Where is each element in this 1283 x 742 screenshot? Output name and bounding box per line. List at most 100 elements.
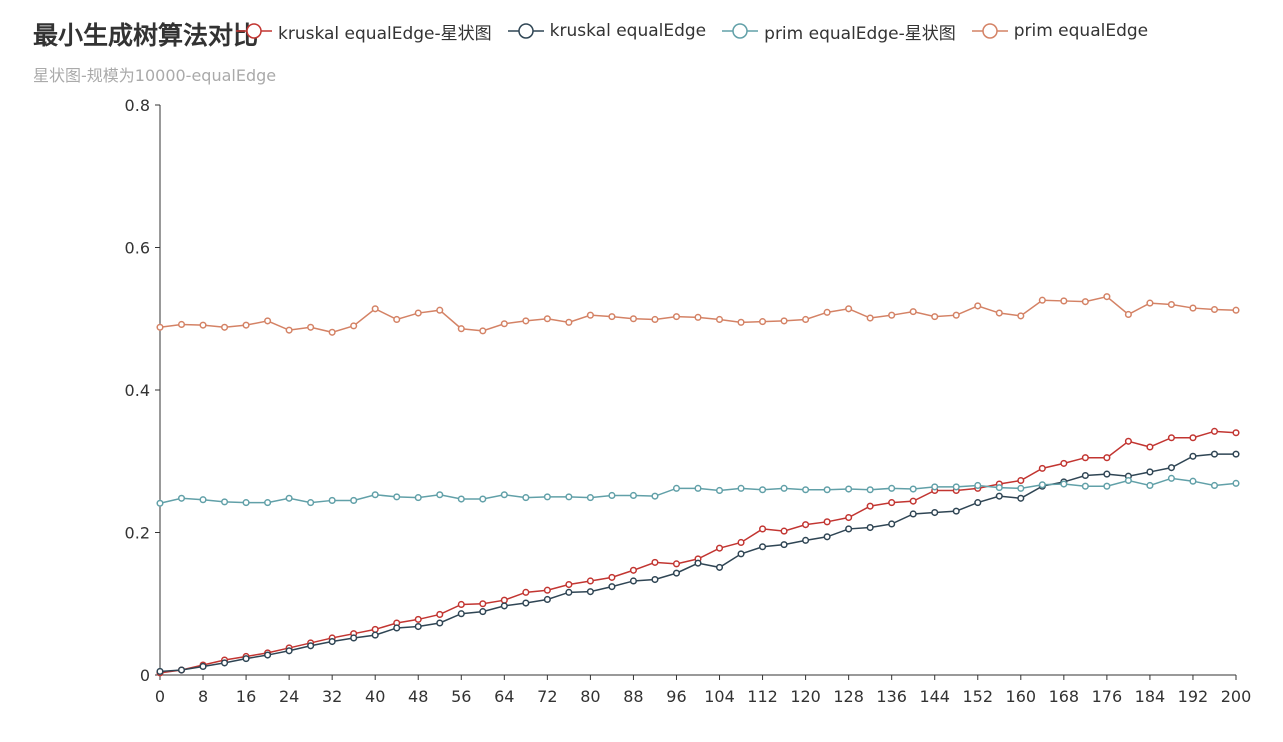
data-point-series-2[interactable] bbox=[802, 486, 810, 494]
data-point-series-0[interactable] bbox=[1124, 437, 1132, 445]
data-point-series-1[interactable] bbox=[199, 662, 207, 671]
data-point-series-2[interactable] bbox=[543, 493, 551, 501]
data-point-series-2[interactable] bbox=[565, 493, 573, 501]
data-point-series-2[interactable] bbox=[1081, 482, 1089, 490]
data-point-series-1[interactable] bbox=[522, 599, 530, 607]
data-point-series-3[interactable] bbox=[737, 318, 745, 326]
data-point-series-2[interactable] bbox=[371, 491, 379, 499]
data-point-series-0[interactable] bbox=[479, 600, 487, 608]
data-point-series-3[interactable] bbox=[457, 325, 465, 333]
data-point-series-2[interactable] bbox=[1060, 480, 1068, 488]
data-point-series-2[interactable] bbox=[780, 484, 788, 492]
data-point-series-1[interactable] bbox=[694, 559, 702, 567]
data-point-series-0[interactable] bbox=[608, 573, 616, 581]
data-point-series-0[interactable] bbox=[1081, 454, 1089, 462]
data-point-series-2[interactable] bbox=[199, 496, 207, 504]
data-point-series-3[interactable] bbox=[952, 311, 960, 319]
data-point-series-0[interactable] bbox=[522, 588, 530, 596]
data-point-series-2[interactable] bbox=[995, 484, 1003, 492]
data-point-series-3[interactable] bbox=[414, 309, 422, 317]
legend-item-prim[interactable]: prim equalEdge bbox=[971, 21, 1148, 41]
data-point-series-1[interactable] bbox=[995, 492, 1003, 500]
data-point-series-3[interactable] bbox=[242, 321, 250, 329]
data-point-series-3[interactable] bbox=[672, 313, 681, 321]
data-point-series-1[interactable] bbox=[974, 499, 982, 507]
data-point-series-3[interactable] bbox=[974, 302, 982, 310]
data-point-series-2[interactable] bbox=[759, 486, 767, 494]
data-point-series-1[interactable] bbox=[866, 523, 874, 532]
data-point-series-1[interactable] bbox=[285, 647, 293, 655]
data-point-series-1[interactable] bbox=[479, 608, 487, 616]
data-point-series-1[interactable] bbox=[371, 631, 379, 639]
data-point-series-3[interactable] bbox=[866, 314, 874, 322]
data-point-series-3[interactable] bbox=[1232, 306, 1240, 314]
data-point-series-2[interactable] bbox=[694, 484, 702, 492]
data-point-series-2[interactable] bbox=[264, 499, 272, 507]
legend-item-kruskal-star[interactable]: kruskal equalEdge-星状图 bbox=[236, 19, 492, 44]
data-point-series-1[interactable] bbox=[1103, 470, 1111, 478]
data-point-series-3[interactable] bbox=[1146, 299, 1154, 307]
data-point-series-1[interactable] bbox=[350, 634, 358, 642]
data-point-series-2[interactable] bbox=[672, 484, 681, 492]
data-point-series-1[interactable] bbox=[500, 602, 508, 610]
data-point-series-1[interactable] bbox=[651, 575, 659, 584]
data-point-series-0[interactable] bbox=[802, 521, 810, 529]
legend-item-prim-star[interactable]: prim equalEdge-星状图 bbox=[722, 19, 956, 44]
data-point-series-0[interactable] bbox=[371, 625, 379, 633]
data-point-series-0[interactable] bbox=[651, 558, 659, 566]
data-point-series-3[interactable] bbox=[780, 317, 788, 325]
data-point-series-2[interactable] bbox=[845, 485, 853, 493]
data-point-series-2[interactable] bbox=[328, 496, 336, 504]
data-point-series-3[interactable] bbox=[823, 308, 831, 316]
data-point-series-3[interactable] bbox=[1210, 305, 1219, 314]
data-point-series-2[interactable] bbox=[1017, 484, 1025, 492]
data-point-series-2[interactable] bbox=[1167, 474, 1175, 482]
data-point-series-3[interactable] bbox=[393, 315, 401, 324]
data-point-series-0[interactable] bbox=[866, 502, 874, 510]
data-point-series-1[interactable] bbox=[952, 507, 960, 515]
data-point-series-3[interactable] bbox=[285, 326, 293, 334]
data-point-series-1[interactable] bbox=[909, 510, 917, 518]
data-point-series-2[interactable] bbox=[608, 491, 616, 500]
data-point-series-2[interactable] bbox=[651, 492, 659, 500]
data-point-series-2[interactable] bbox=[350, 496, 358, 504]
data-point-series-2[interactable] bbox=[393, 493, 401, 501]
legend-item-kruskal[interactable]: kruskal equalEdge bbox=[507, 21, 706, 41]
data-point-series-1[interactable] bbox=[1081, 471, 1089, 480]
data-point-series-1[interactable] bbox=[629, 577, 637, 585]
data-point-series-2[interactable] bbox=[1189, 477, 1197, 485]
data-point-series-2[interactable] bbox=[500, 491, 508, 499]
data-point-series-2[interactable] bbox=[1103, 482, 1111, 490]
data-point-series-3[interactable] bbox=[759, 318, 767, 326]
data-point-series-2[interactable] bbox=[177, 494, 186, 502]
data-point-series-3[interactable] bbox=[1124, 310, 1132, 319]
data-point-series-0[interactable] bbox=[543, 586, 551, 594]
data-point-series-1[interactable] bbox=[457, 610, 465, 618]
data-point-series-3[interactable] bbox=[1017, 312, 1025, 320]
data-point-series-3[interactable] bbox=[586, 311, 594, 319]
data-point-series-0[interactable] bbox=[1189, 434, 1197, 442]
data-point-series-3[interactable] bbox=[156, 323, 164, 331]
data-point-series-0[interactable] bbox=[1210, 427, 1219, 435]
data-point-series-0[interactable] bbox=[823, 518, 831, 526]
data-point-series-2[interactable] bbox=[1124, 476, 1132, 485]
data-point-series-3[interactable] bbox=[264, 317, 272, 325]
data-point-series-2[interactable] bbox=[242, 499, 250, 507]
data-point-series-0[interactable] bbox=[457, 600, 465, 609]
data-point-series-0[interactable] bbox=[565, 580, 573, 589]
data-point-series-1[interactable] bbox=[586, 588, 594, 596]
data-point-series-2[interactable] bbox=[1232, 479, 1240, 487]
data-point-series-1[interactable] bbox=[436, 619, 444, 627]
data-point-series-3[interactable] bbox=[629, 315, 637, 323]
data-point-series-3[interactable] bbox=[931, 313, 939, 321]
data-point-series-2[interactable] bbox=[457, 495, 465, 503]
data-point-series-0[interactable] bbox=[909, 497, 917, 505]
data-point-series-0[interactable] bbox=[586, 577, 594, 585]
data-point-series-1[interactable] bbox=[221, 659, 229, 667]
data-point-series-3[interactable] bbox=[608, 313, 616, 321]
data-point-series-3[interactable] bbox=[328, 328, 336, 336]
data-point-series-0[interactable] bbox=[1167, 434, 1175, 442]
data-point-series-3[interactable] bbox=[995, 309, 1003, 317]
data-point-series-3[interactable] bbox=[651, 315, 659, 324]
data-point-series-1[interactable] bbox=[845, 525, 853, 533]
